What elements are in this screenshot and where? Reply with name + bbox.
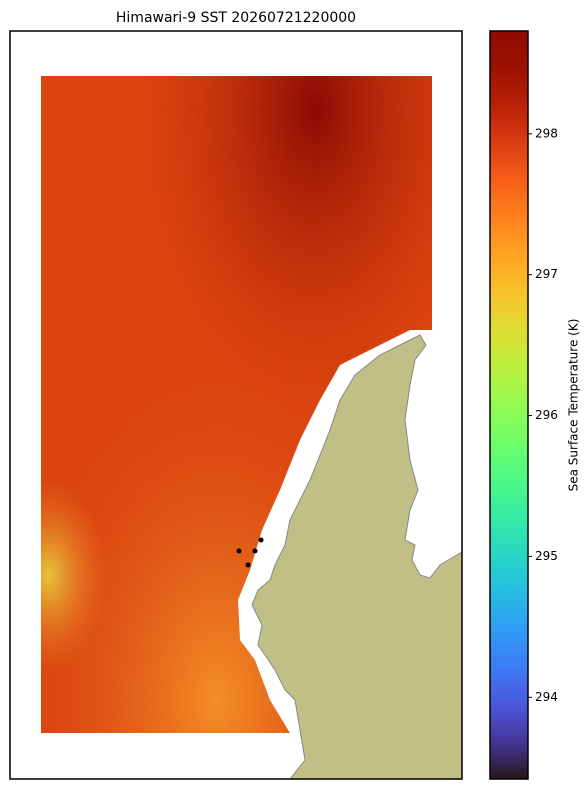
colorbar-tick-label: 296 [535, 408, 558, 422]
marker [252, 548, 258, 554]
colorbar-label: Sea Surface Temperature (K) [567, 319, 581, 492]
colorbar-tick-label: 295 [535, 549, 558, 563]
land [251, 334, 463, 780]
marker [245, 562, 251, 568]
marker [236, 548, 242, 554]
colorbar [489, 30, 529, 780]
map-frame [9, 30, 463, 780]
colorbar-tick-label: 297 [535, 267, 558, 281]
map [9, 30, 463, 780]
colorbar-tick-label: 298 [535, 126, 558, 140]
colorbar-tick-label: 294 [535, 690, 558, 704]
chart-title: Himawari-9 SST 20260721220000 [116, 10, 356, 26]
marker [258, 537, 264, 543]
